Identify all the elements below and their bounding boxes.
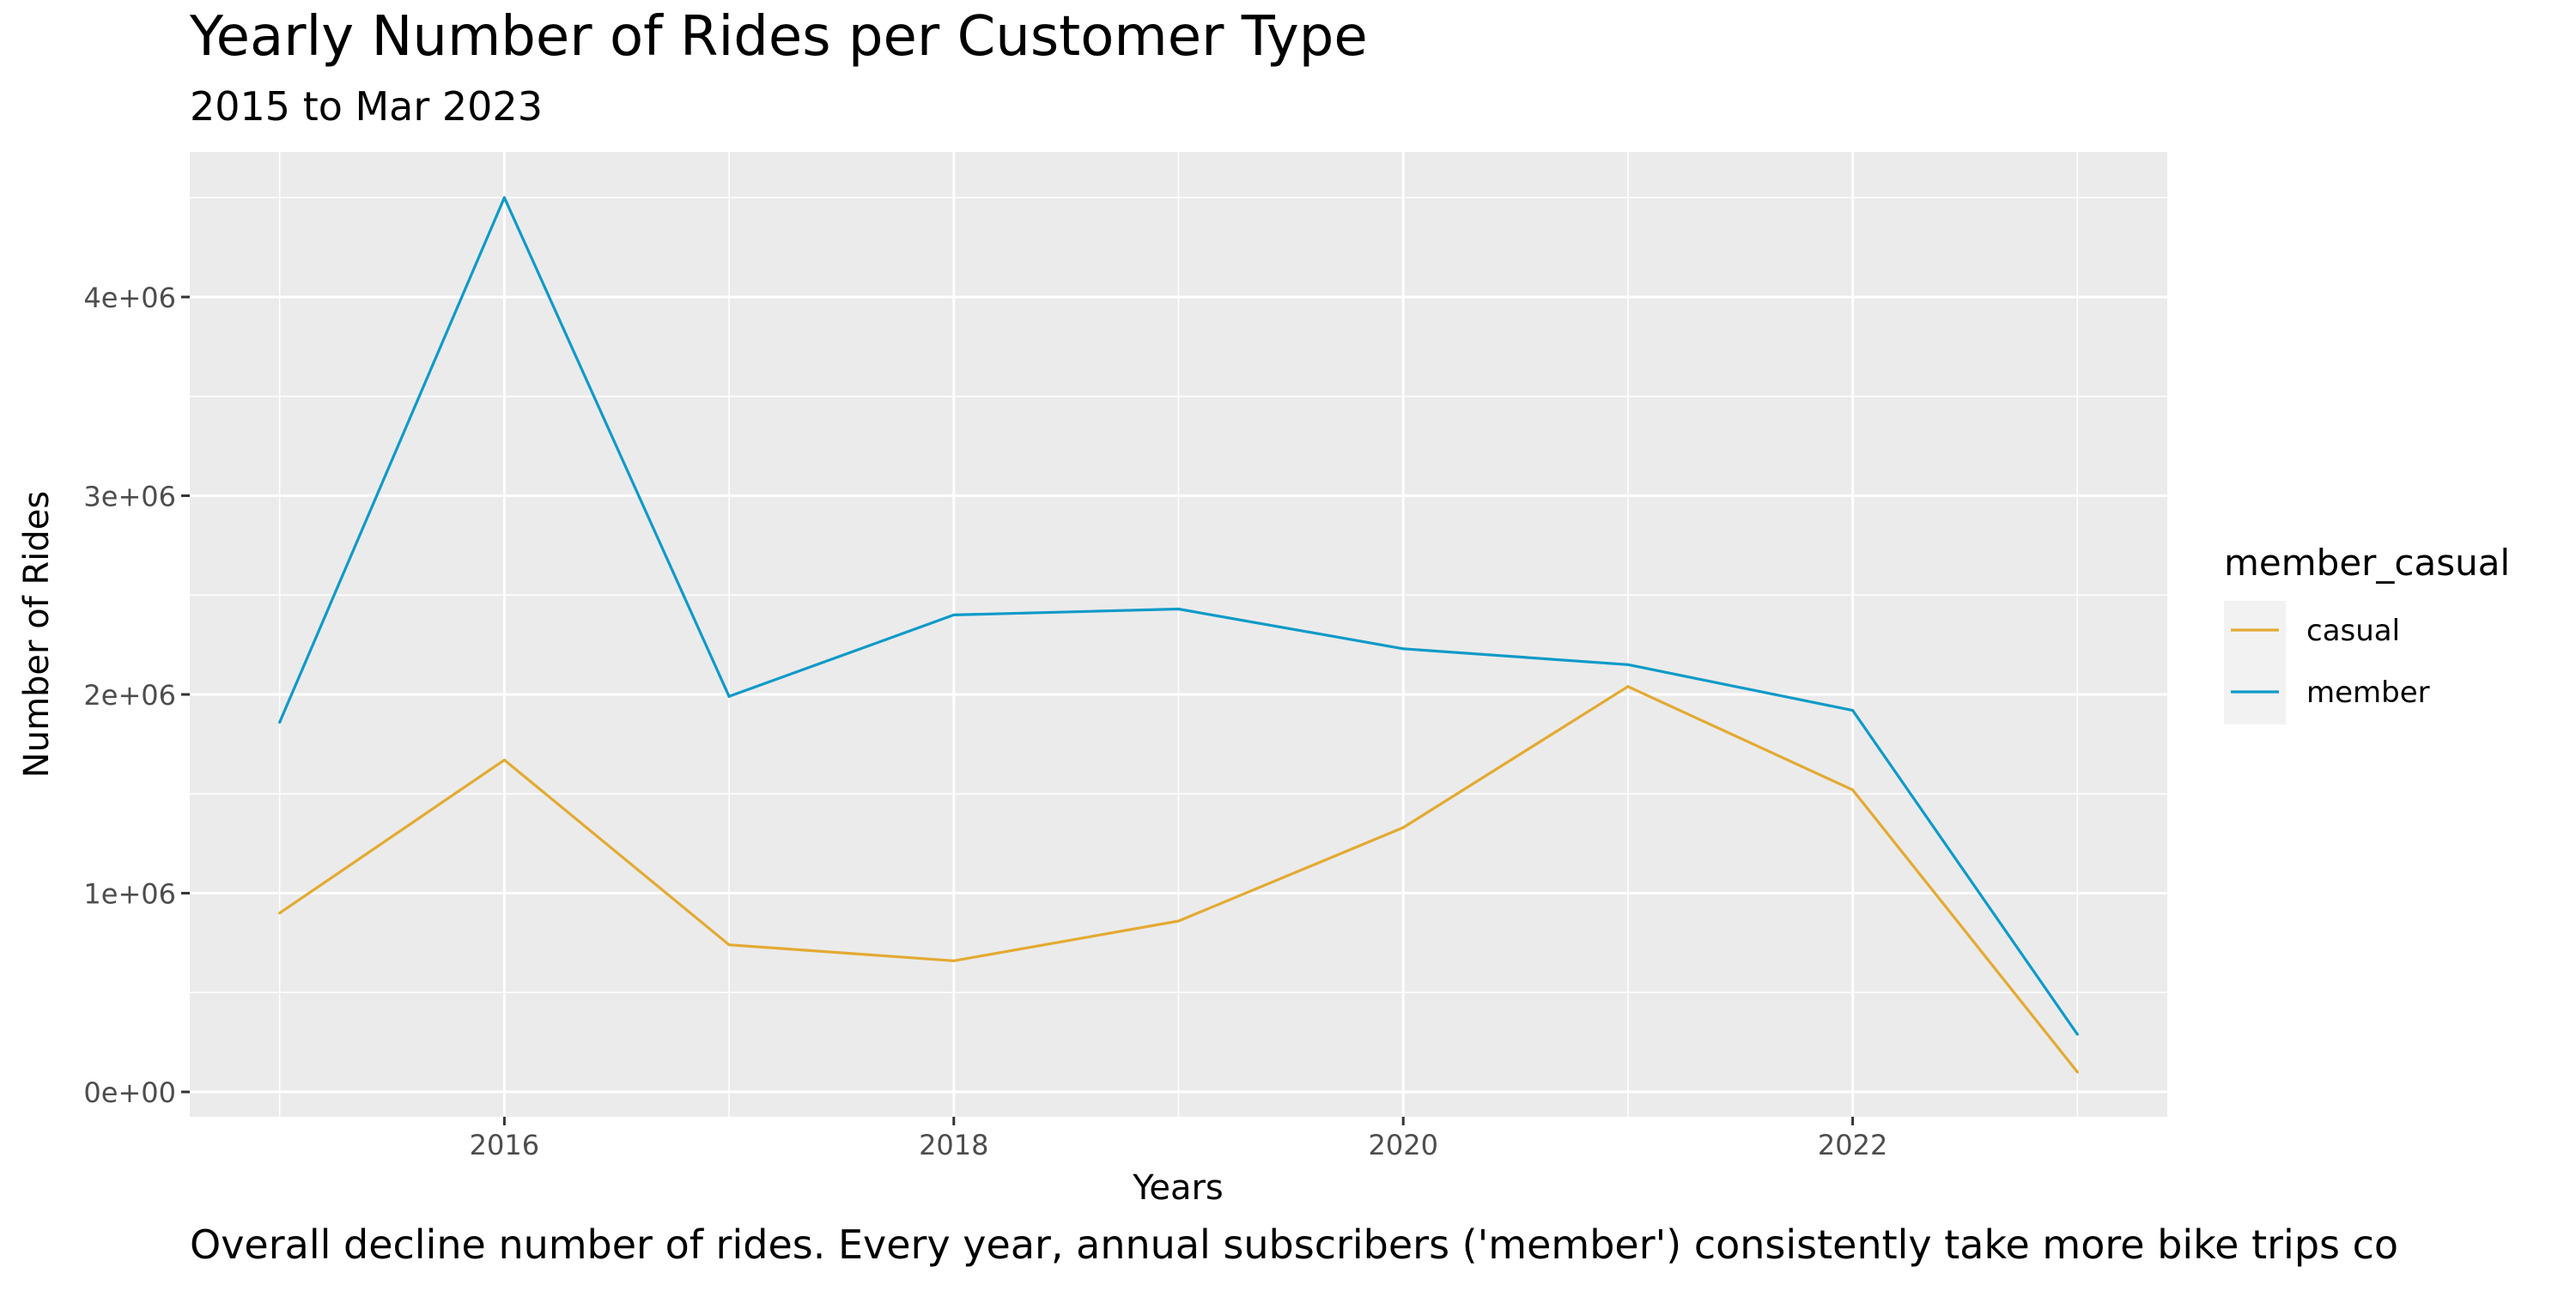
legend-items: casual member <box>2231 614 2430 710</box>
data-point-casual <box>1401 826 1405 829</box>
x-tick-label: 2016 <box>470 1129 539 1161</box>
x-tick-label: 2018 <box>919 1129 988 1161</box>
data-point-member <box>952 613 956 617</box>
y-axis-title: Number of Rides <box>17 491 57 778</box>
data-point-casual <box>2075 1070 2079 1074</box>
major-gridlines <box>190 152 2167 1117</box>
y-axis-tick-labels: 0e+00 1e+06 2e+06 3e+06 4e+06 <box>83 282 176 1109</box>
legend-title: member_casual <box>2224 542 2510 584</box>
chart-title: Yearly Number of Rides per Customer Type <box>189 5 1368 69</box>
x-axis-title: Years <box>1132 1168 1224 1208</box>
data-point-casual <box>727 943 731 947</box>
data-point-casual <box>1176 919 1181 923</box>
x-tick-label: 2020 <box>1368 1129 1437 1161</box>
axis-ticks <box>181 295 1855 1125</box>
minor-gridlines <box>190 152 2167 1117</box>
data-point-casual <box>502 758 506 762</box>
data-point-casual <box>952 959 956 962</box>
data-point-member <box>1851 708 1855 712</box>
legend: member_casual casual member <box>2224 542 2510 724</box>
data-point-member <box>1176 607 1181 611</box>
data-point-member <box>2075 1033 2079 1036</box>
data-point-member <box>727 694 731 698</box>
x-axis-tick-labels: 2016 2018 2020 2022 <box>470 1129 1888 1161</box>
data-point-member <box>278 720 282 724</box>
legend-key-background <box>2224 601 2286 724</box>
y-tick-label: 3e+06 <box>83 481 176 513</box>
y-tick-label: 1e+06 <box>83 878 176 911</box>
data-point-casual <box>1626 685 1630 688</box>
data-point-casual <box>1851 788 1855 791</box>
x-tick-label: 2022 <box>1818 1129 1887 1161</box>
series-layer <box>278 196 2079 1074</box>
data-point-casual <box>278 912 282 915</box>
chart-subtitle: 2015 to Mar 2023 <box>190 83 543 130</box>
data-point-member <box>1626 663 1630 666</box>
y-tick-label: 4e+06 <box>83 282 176 314</box>
y-tick-label: 2e+06 <box>83 679 176 712</box>
y-tick-label: 0e+00 <box>83 1076 176 1109</box>
data-point-member <box>1401 647 1405 651</box>
legend-label-member: member <box>2306 676 2430 710</box>
legend-label-casual: casual <box>2306 614 2400 648</box>
chart-caption: Overall decline number of rides. Every y… <box>190 1221 2398 1268</box>
data-point-member <box>502 196 506 199</box>
